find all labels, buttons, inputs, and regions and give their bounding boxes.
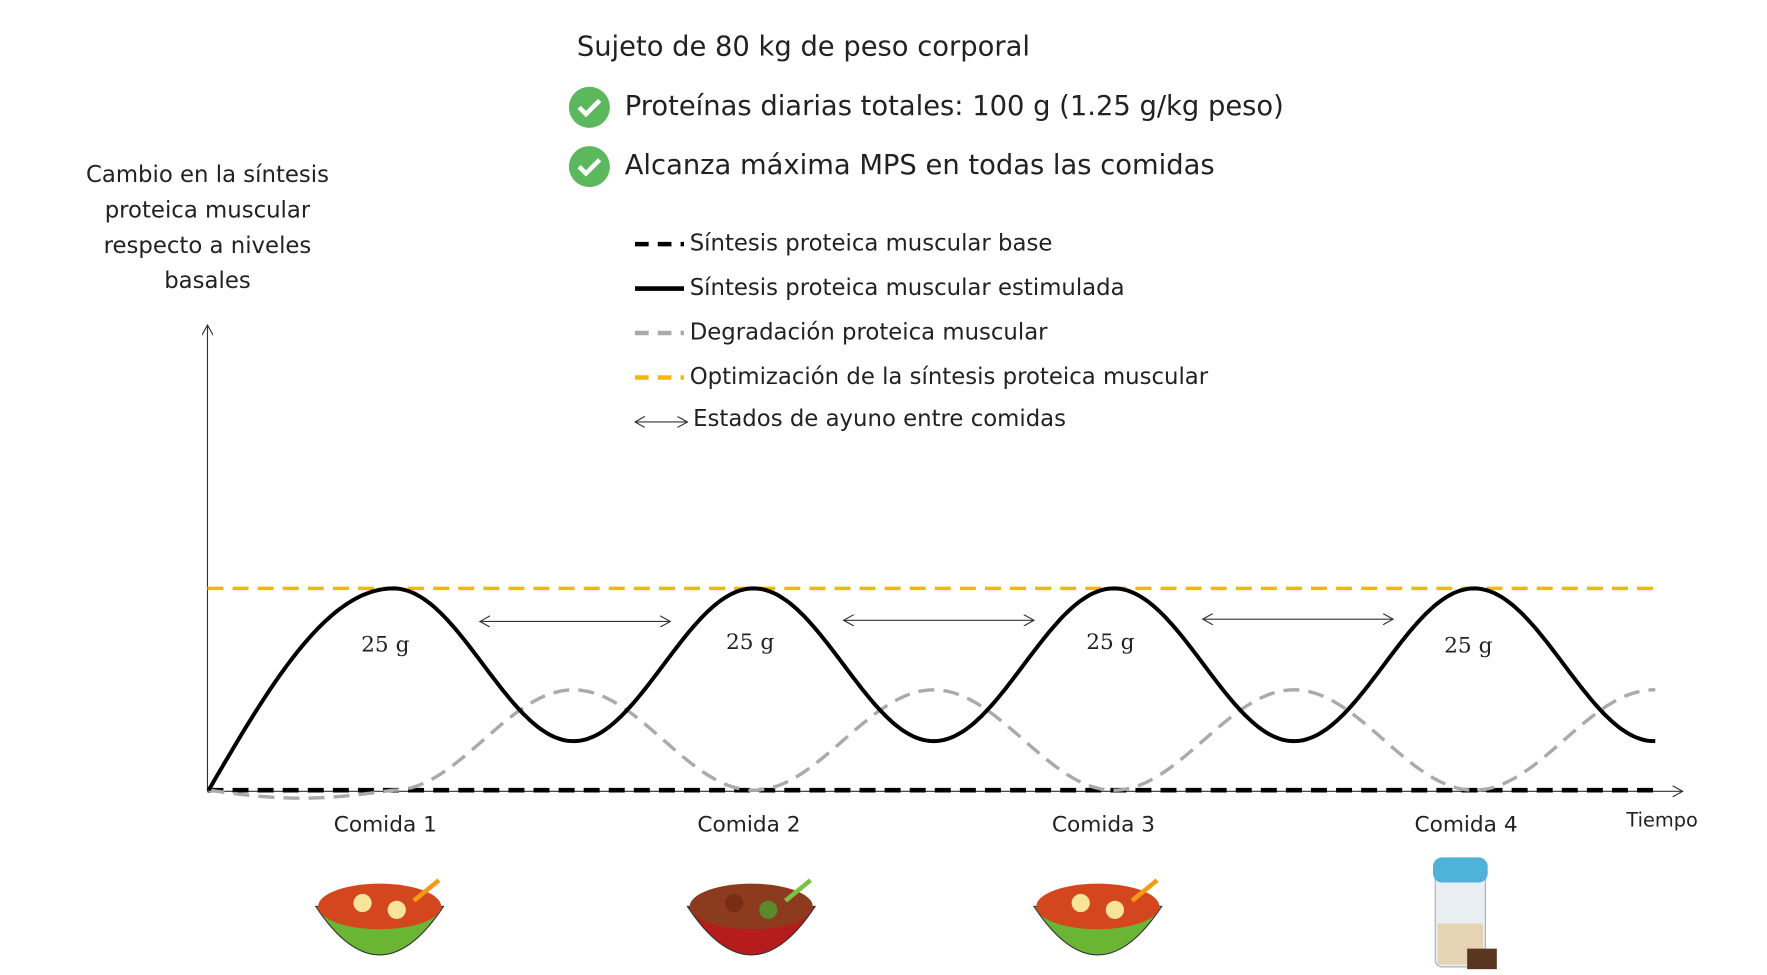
x-axis-label: Tiempo bbox=[1625, 808, 1698, 831]
check-text: Alcanza máxima MPS en todas las comidas bbox=[625, 150, 1215, 181]
meal-label: Comida 2 bbox=[697, 813, 800, 838]
meal-label: Comida 3 bbox=[1052, 813, 1155, 838]
bowl-food bbox=[1071, 893, 1090, 913]
bowl-food bbox=[353, 893, 372, 913]
meals: 25 g 25 g 25 g 25 g Comida 1 Comida 2 Comida 3… bbox=[314, 630, 1518, 970]
shaker-lid bbox=[1432, 857, 1488, 883]
bowl-food bbox=[318, 883, 442, 930]
check-text: Proteínas diarias totales: 100 g (1.25 g… bbox=[625, 91, 1284, 122]
bowl-food bbox=[387, 900, 406, 919]
y-axis-label: basales bbox=[164, 268, 251, 294]
dose-label: 25 g bbox=[361, 632, 409, 657]
dose-label: 25 g bbox=[726, 630, 774, 655]
meal-label: Comida 1 bbox=[334, 813, 437, 838]
bowl-food bbox=[689, 883, 813, 930]
subject: Sujeto de 80 kg de peso corporal bbox=[577, 32, 1030, 63]
legend-label: Síntesis proteica muscular estimulada bbox=[690, 275, 1125, 301]
bowl-spoon bbox=[1130, 878, 1159, 903]
legend-label: Estados de ayuno entre comidas bbox=[693, 406, 1066, 432]
dose-label: 25 g bbox=[1444, 634, 1492, 659]
bowl-food bbox=[759, 900, 778, 919]
legend-label: Degradación proteica muscular bbox=[690, 320, 1048, 346]
check-icon bbox=[568, 86, 610, 128]
dose-label: 25 g bbox=[1086, 630, 1134, 655]
y-axis-label: Cambio en la síntesis bbox=[86, 162, 329, 188]
bowl-spoon bbox=[412, 878, 441, 903]
y-axis-label: respecto a niveles bbox=[104, 233, 312, 259]
bowl-spoon bbox=[784, 878, 812, 903]
y-axis-label: proteica muscular bbox=[105, 198, 311, 224]
degradation-curve bbox=[208, 688, 1656, 800]
check-icon bbox=[568, 146, 610, 188]
bowl-food bbox=[1036, 883, 1160, 930]
chocolate bbox=[1467, 948, 1497, 970]
bowl-food bbox=[725, 893, 744, 913]
synthesis-curve bbox=[206, 586, 1656, 792]
meal-label: Comida 4 bbox=[1414, 813, 1517, 838]
bowl-food bbox=[1105, 900, 1125, 919]
legend-label: Síntesis proteica muscular base bbox=[690, 231, 1053, 257]
legend-label: Optimización de la síntesis proteica mus… bbox=[690, 364, 1209, 390]
